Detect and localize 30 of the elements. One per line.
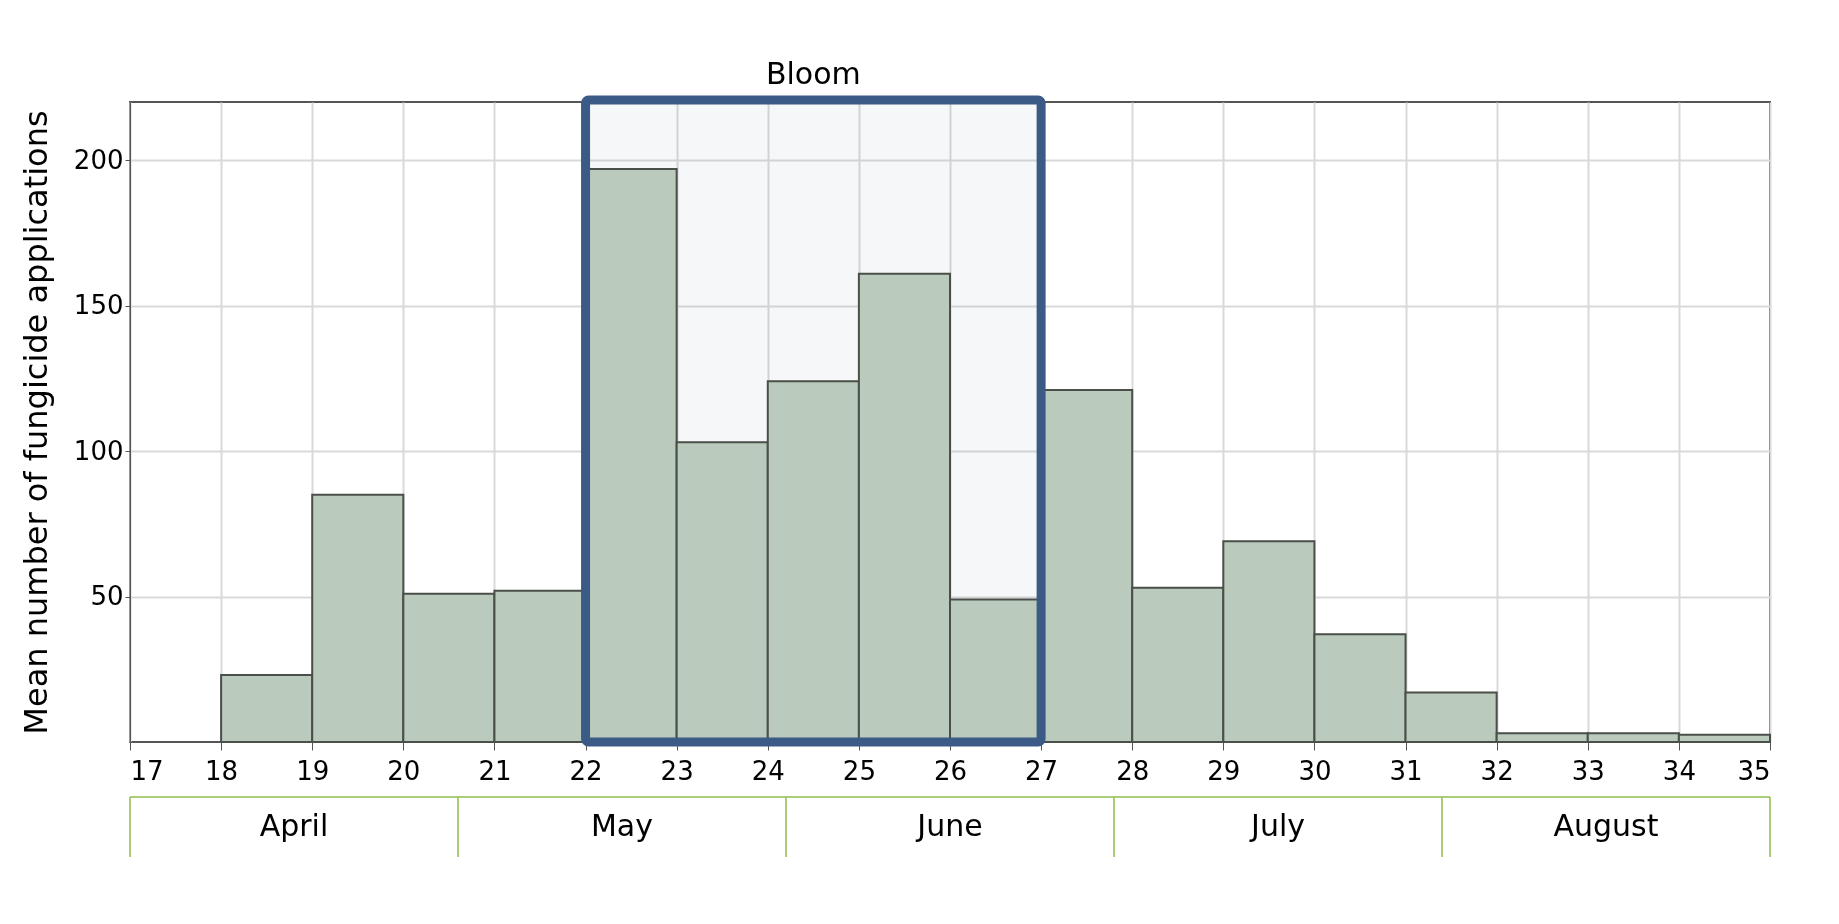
text: April bbox=[259, 808, 329, 843]
y-tick-label: 100 bbox=[73, 435, 124, 466]
x-tick-label: 29 bbox=[1207, 755, 1241, 786]
x-tick-label: 22 bbox=[569, 755, 603, 786]
x-tick-label: 35 bbox=[1737, 755, 1771, 786]
x-tick-label: 21 bbox=[478, 755, 512, 786]
x-tick-label: 24 bbox=[751, 755, 785, 786]
band-label: Bloom bbox=[765, 56, 861, 91]
x-tick-label: 27 bbox=[1025, 755, 1059, 786]
text: July bbox=[1249, 808, 1305, 843]
x-tick-label: 20 bbox=[387, 755, 421, 786]
x-tick-label: 25 bbox=[842, 755, 876, 786]
y-tick-label: 150 bbox=[73, 290, 124, 321]
x-tick-label: 17 bbox=[130, 755, 164, 786]
x-tick-label: 33 bbox=[1571, 755, 1605, 786]
y-tick-label: 200 bbox=[73, 144, 124, 175]
x-tick-label: 28 bbox=[1116, 755, 1150, 786]
y-axis-title: Mean number of fungicide applications bbox=[16, 110, 55, 735]
x-tick-label: 26 bbox=[933, 755, 968, 786]
text: June bbox=[915, 808, 983, 843]
x-tick-label: 23 bbox=[660, 755, 694, 786]
y-tick-label: 50 bbox=[90, 581, 124, 612]
x-tick-label: 31 bbox=[1389, 755, 1423, 786]
x-tick-label: 34 bbox=[1662, 755, 1696, 786]
x-tick-label: 18 bbox=[205, 755, 239, 786]
x-tick-label: 30 bbox=[1298, 755, 1332, 786]
x-tick-label: 19 bbox=[296, 755, 330, 786]
x-tick-label: 32 bbox=[1480, 755, 1514, 786]
text: May bbox=[590, 808, 654, 843]
text: August bbox=[1553, 808, 1659, 843]
